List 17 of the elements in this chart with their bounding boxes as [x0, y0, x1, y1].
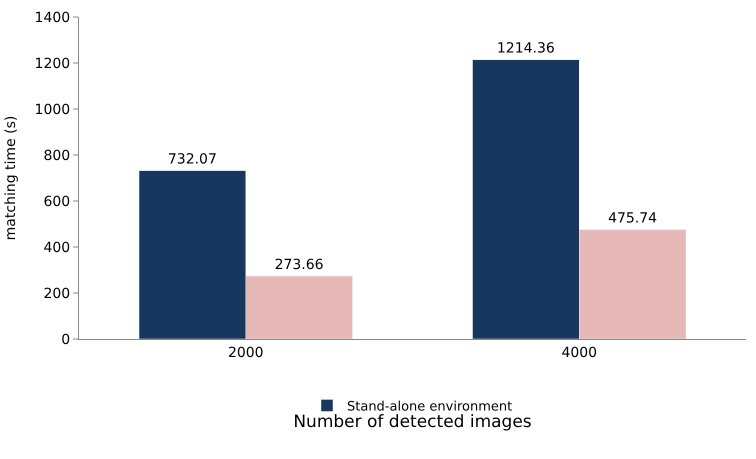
x-tick-label: 2000: [228, 344, 264, 361]
y-tick-label: 1000: [34, 102, 70, 118]
y-tick-label: 0: [61, 332, 70, 348]
y-tick-label: 600: [43, 194, 70, 210]
y-tick-label: 200: [43, 286, 70, 302]
data-label: 273.66: [274, 257, 324, 274]
data-label: 475.74: [608, 210, 658, 227]
data-label: 732.07: [168, 152, 217, 168]
y-tick-label: 1200: [34, 56, 70, 72]
x-axis-title: Number of detected images: [293, 412, 532, 432]
legend-label: Stand-alone environment: [347, 400, 512, 415]
y-axis-title: matching time (s): [3, 116, 20, 240]
data-label: 1214.36: [496, 40, 555, 57]
y-tick-label: 800: [43, 148, 70, 164]
y-tick-label: 1400: [34, 10, 70, 26]
x-tick-label: 4000: [561, 344, 598, 361]
y-tick-label: 400: [43, 240, 70, 256]
